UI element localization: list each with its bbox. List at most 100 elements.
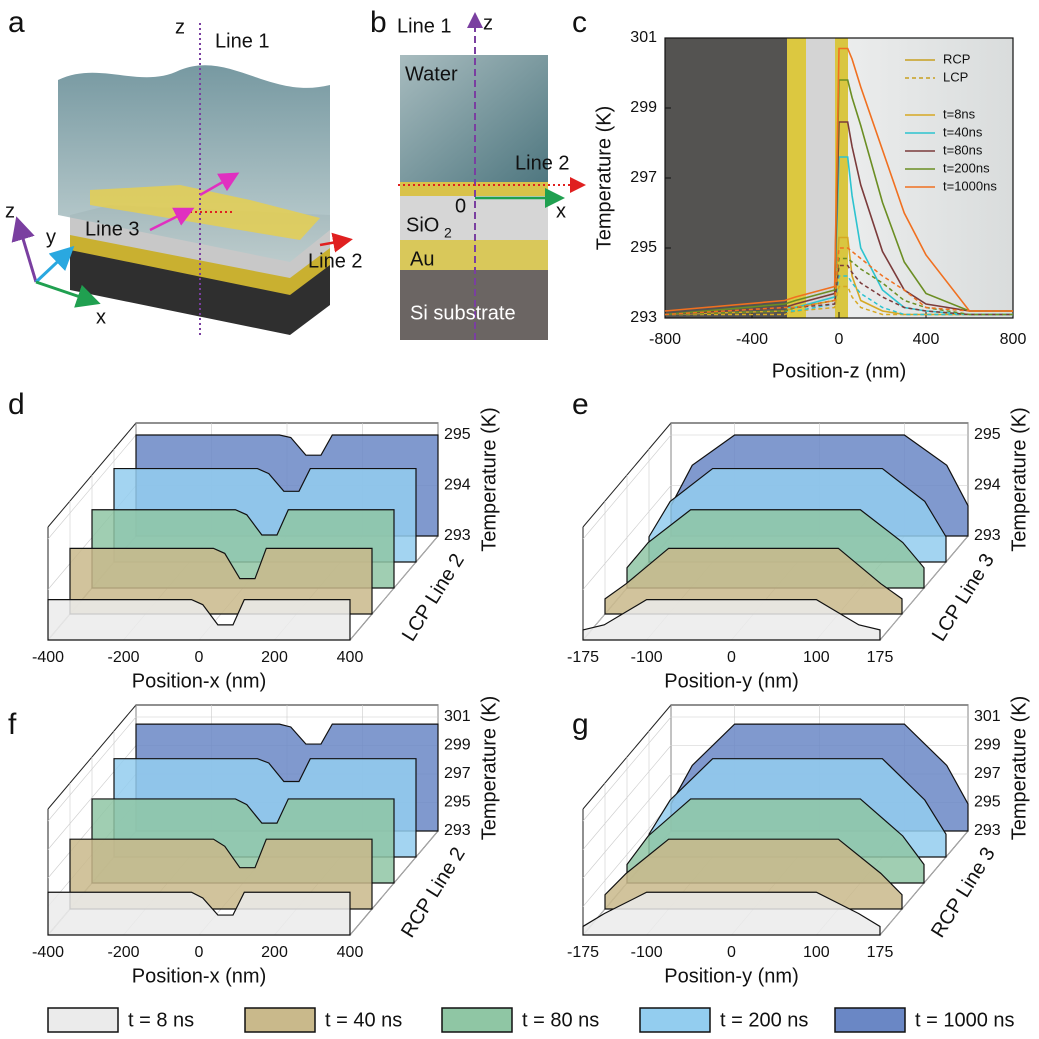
x-tick-label: 175: [867, 944, 894, 961]
axis-name: z: [483, 12, 493, 34]
legend-label: t = 200 ns: [720, 1009, 808, 1031]
x-tick-label: -400: [32, 649, 64, 666]
y-tick-label: 301: [974, 708, 1001, 725]
y-tick-label: 295: [444, 426, 471, 443]
panel-label: f: [8, 708, 17, 741]
grid-line: [582, 434, 672, 540]
layer-name: SiO: [406, 214, 439, 236]
lcp-line: [664, 264, 1013, 316]
x-tick-label: 0: [727, 944, 736, 961]
x-tick-label: -200: [107, 944, 139, 961]
x-axis-label: Position-x (nm): [132, 965, 266, 987]
x-tick-label: 0: [195, 649, 204, 666]
depth-label: RCP Line 2: [397, 844, 470, 942]
panel-label: b: [370, 6, 387, 39]
temperature-profile: [582, 599, 881, 641]
x-tick-label: 100: [803, 649, 830, 666]
diagram-a: [11, 20, 353, 335]
grid-line: [47, 716, 137, 822]
x-tick-label: -400: [32, 944, 64, 961]
layer-name: Si substrate: [410, 302, 516, 324]
grid-line: [582, 802, 672, 907]
y-axis-label: Temperature (K): [1008, 696, 1030, 841]
diagram-b: [398, 12, 586, 340]
legend-label: LCP: [943, 69, 968, 84]
y-tick-label: 297: [444, 765, 471, 782]
depth-label: LCP Line 2: [398, 550, 469, 645]
x-axis-label: Position-y (nm): [664, 965, 798, 987]
x-tick-label: 0: [195, 944, 204, 961]
x-tick-label: 200: [261, 944, 288, 961]
line-name: Line 2: [308, 250, 363, 272]
legend-swatch: [639, 1007, 711, 1033]
y-tick-label: 293: [974, 822, 1001, 839]
grid-line: [582, 716, 672, 822]
layer-name: Au: [410, 248, 434, 270]
y-tick-label: 295: [974, 794, 1001, 811]
panel-label: d: [8, 388, 25, 421]
origin: 0: [455, 195, 466, 217]
x-tick-label: 100: [803, 944, 830, 961]
rcp-line: [664, 121, 1013, 316]
layer-name: Water: [405, 63, 458, 85]
legend-label: t = 80 ns: [522, 1009, 599, 1031]
legend-label: t=200ns: [943, 160, 990, 175]
y-axis-label: Temperature (K): [593, 106, 615, 251]
grid-line: [582, 485, 672, 590]
y-tick-label: 299: [630, 99, 657, 116]
y-tick-label: 293: [444, 822, 471, 839]
x-tick-label: 0: [835, 331, 844, 348]
axis-name: z: [175, 16, 185, 38]
y-tick-label: 294: [974, 477, 1001, 494]
axis-name: z: [5, 200, 15, 222]
temperature-profile: [47, 599, 351, 641]
line-name: Line 1: [397, 15, 452, 37]
x-tick-label: -800: [649, 331, 681, 348]
x-tick-label: -100: [631, 944, 663, 961]
x-axis-label: Position-y (nm): [664, 670, 798, 692]
panel-label: e: [572, 388, 589, 421]
line-name: Line 1: [215, 30, 270, 52]
rcp-line: [664, 79, 1013, 316]
grid-line: [582, 773, 672, 879]
x-tick-label: 175: [867, 649, 894, 666]
x-axis-label: Position-z (nm): [772, 360, 906, 382]
depth-label: RCP Line 3: [927, 844, 1000, 942]
x-tick-label: -175: [567, 944, 599, 961]
grid-line: [47, 434, 137, 540]
y-tick-label: 293: [630, 309, 657, 326]
x-tick-label: 400: [337, 649, 364, 666]
y-tick-label: 293: [974, 527, 1001, 544]
y-axis-label: Temperature (K): [478, 696, 500, 841]
y-tick-label: 299: [974, 737, 1001, 754]
legend-swatch: [244, 1007, 316, 1033]
y-axis-label: Temperature (K): [1008, 407, 1030, 552]
x-tick-label: 200: [261, 649, 288, 666]
y-tick-label: 295: [630, 239, 657, 256]
y-tick-label: 295: [974, 426, 1001, 443]
legend-label: t=1000ns: [943, 178, 997, 193]
y-axis-label: Temperature (K): [478, 407, 500, 552]
x-tick-label: -175: [567, 649, 599, 666]
x-tick-label: 400: [913, 331, 940, 348]
x-tick-label: -200: [107, 649, 139, 666]
legend-label: t=80ns: [943, 142, 983, 157]
y-tick-label: 293: [444, 527, 471, 544]
panel-label: a: [8, 6, 25, 39]
panel-label: g: [572, 708, 589, 741]
rcp-line: [664, 47, 1013, 312]
legend-swatch: [441, 1007, 513, 1033]
lcp-line: [664, 247, 1013, 316]
axis-name: x: [96, 306, 106, 328]
legend-label: RCP: [943, 51, 970, 66]
temperature-profile: [69, 838, 373, 910]
x-axis-label: Position-x (nm): [132, 670, 266, 692]
x-tick-label: 0: [727, 649, 736, 666]
y-tick-label: 301: [444, 708, 471, 725]
temperature-profile: [47, 891, 351, 936]
temperature-profile: [69, 547, 373, 615]
grid-line: [582, 745, 672, 850]
y-tick-label: 301: [630, 29, 657, 46]
axis-name: y: [46, 226, 56, 248]
y-tick-label: 297: [630, 169, 657, 186]
